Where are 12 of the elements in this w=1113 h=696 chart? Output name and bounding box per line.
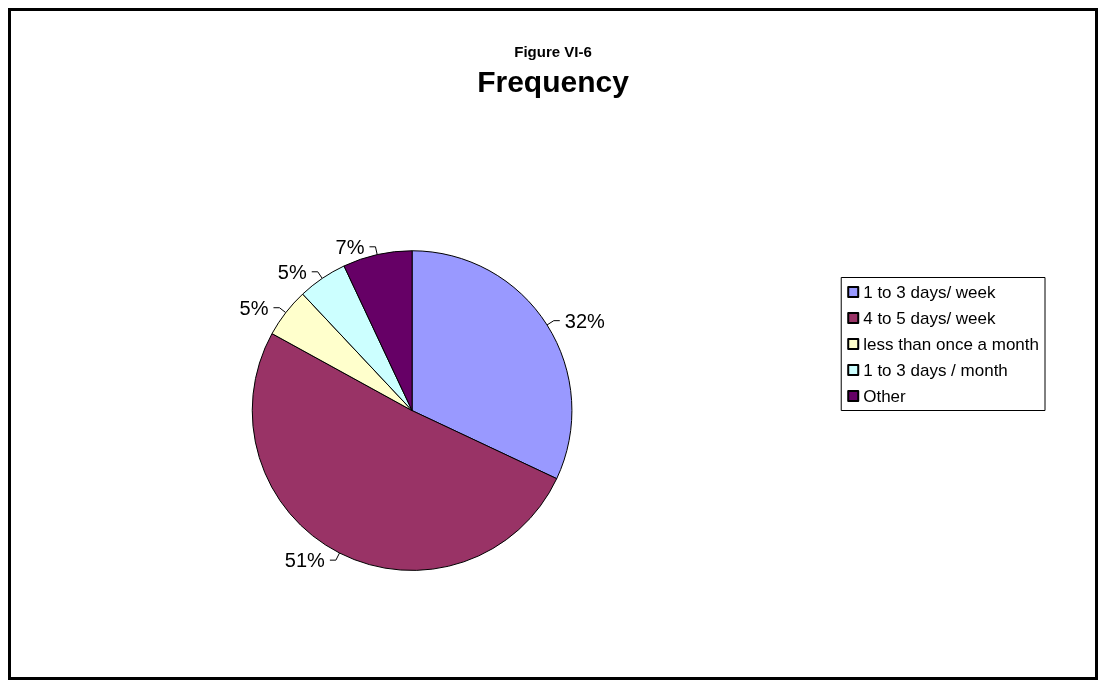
legend-label: 1 to 3 days/ week bbox=[863, 282, 997, 302]
chart-subtitle: Figure VI-6 bbox=[514, 43, 592, 60]
legend-label: 4 to 5 days/ week bbox=[863, 308, 997, 328]
legend-label: Other bbox=[863, 386, 907, 406]
legend-label: 1 to 3 days / month bbox=[863, 360, 1008, 380]
data-label: 5% bbox=[239, 296, 269, 319]
chart-title: Frequency bbox=[477, 64, 630, 98]
data-label: 5% bbox=[277, 260, 307, 283]
legend-label: less than once a month bbox=[863, 334, 1039, 354]
data-label: 51% bbox=[284, 549, 326, 572]
data-label: 7% bbox=[335, 235, 365, 258]
data-label: 32% bbox=[564, 309, 606, 332]
